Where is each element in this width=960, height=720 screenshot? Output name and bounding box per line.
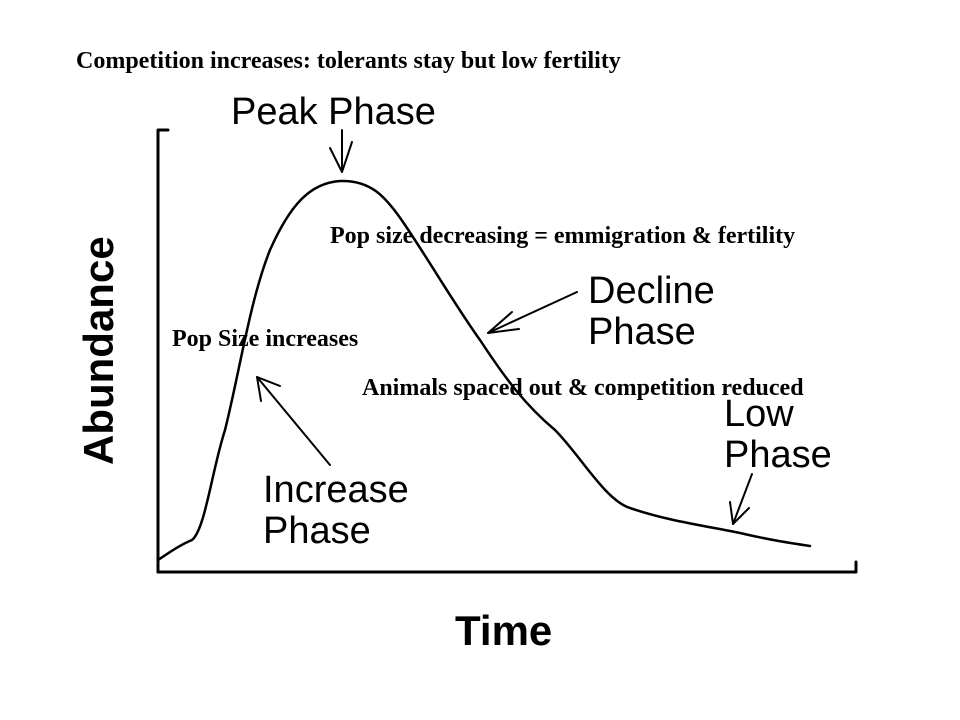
peak-arrow xyxy=(329,129,353,173)
spaced-out-annotation: Animals spaced out & competition reduced xyxy=(362,375,804,401)
pop-decreasing-annotation: Pop size decreasing = emmigration & fert… xyxy=(330,223,795,249)
decline-phase-label-line1: Decline xyxy=(588,270,715,312)
pop-increases-annotation: Pop Size increases xyxy=(172,326,358,352)
peak-phase-label: Peak Phase xyxy=(231,91,436,133)
low-phase-label-line2: Phase xyxy=(724,434,832,476)
x-axis-label: Time xyxy=(455,607,552,654)
increase-arrow xyxy=(256,376,331,466)
population-curve xyxy=(156,179,812,562)
low-phase-label-line1: Low xyxy=(724,393,794,435)
increase-phase-label-line1: Increase xyxy=(263,469,409,511)
competition-annotation: Competition increases: tolerants stay bu… xyxy=(76,48,621,74)
decline-phase-label-line2: Phase xyxy=(588,311,696,353)
low-arrow xyxy=(729,473,753,525)
x-axis xyxy=(156,560,858,574)
y-axis-label: Abundance xyxy=(75,236,122,465)
y-axis xyxy=(156,128,170,574)
decline-arrow xyxy=(487,291,578,334)
increase-phase-label-line2: Phase xyxy=(263,510,371,552)
